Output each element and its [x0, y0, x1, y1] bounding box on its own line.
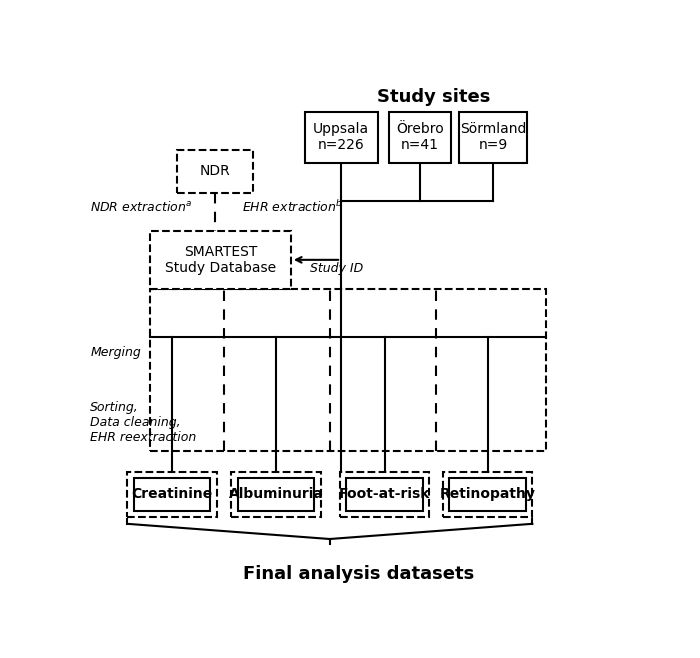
Bar: [346, 478, 423, 511]
Text: Örebro
n=41: Örebro n=41: [396, 122, 444, 152]
Text: Creatinine: Creatinine: [131, 488, 213, 501]
Bar: [340, 472, 429, 517]
Text: Retinopathy: Retinopathy: [440, 488, 536, 501]
Text: Study ID: Study ID: [310, 263, 363, 276]
Bar: [449, 478, 526, 511]
Bar: [150, 290, 546, 451]
Bar: [150, 231, 291, 290]
Text: NDR extraction$^a$: NDR extraction$^a$: [90, 199, 192, 214]
Bar: [127, 472, 216, 517]
Bar: [304, 112, 378, 163]
Bar: [177, 150, 253, 193]
Text: Foot-at-risk: Foot-at-risk: [339, 488, 430, 501]
Text: Final analysis datasets: Final analysis datasets: [243, 565, 475, 584]
Text: Albuminuria: Albuminuria: [229, 488, 323, 501]
Text: Sörmland
n=9: Sörmland n=9: [460, 122, 526, 152]
Text: Study sites: Study sites: [377, 88, 490, 106]
Bar: [443, 472, 533, 517]
Text: Sorting,
Data cleaning,
EHR reextraction: Sorting, Data cleaning, EHR reextraction: [90, 401, 197, 443]
Bar: [238, 478, 314, 511]
Bar: [459, 112, 527, 163]
Text: NDR: NDR: [199, 164, 230, 178]
Bar: [134, 478, 210, 511]
Bar: [389, 112, 451, 163]
Text: Uppsala
n=226: Uppsala n=226: [313, 122, 369, 152]
Bar: [231, 472, 321, 517]
Text: EHR extraction$^b$: EHR extraction$^b$: [242, 199, 343, 215]
Text: Merging: Merging: [90, 346, 141, 359]
Text: SMARTEST
Study Database: SMARTEST Study Database: [165, 245, 276, 275]
